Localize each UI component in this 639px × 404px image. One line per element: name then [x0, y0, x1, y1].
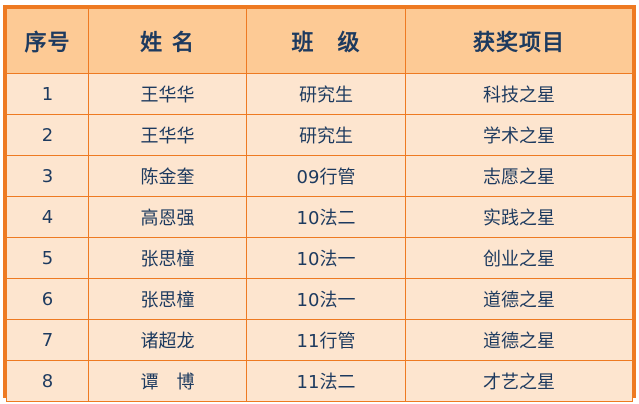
cell-award: 科技之星	[405, 73, 633, 115]
table-row: 4 高恩强 10法二 实践之星	[6, 196, 633, 238]
cell-award: 道德之星	[405, 319, 633, 361]
awards-table-container: 序号 姓 名 班 级 获奖项目 1 王华华 研究生 科技之星 2 王华华 研究生 学术之星 3 陈…	[3, 5, 636, 402]
table-row: 5 张思橦 10法一 创业之星	[6, 237, 633, 279]
cell-class: 10法一	[246, 237, 406, 279]
cell-class: 研究生	[246, 73, 406, 115]
cell-name: 诸超龙	[88, 319, 247, 361]
cell-award: 创业之星	[405, 237, 633, 279]
cell-award: 才艺之星	[405, 360, 633, 402]
cell-name: 张思橦	[88, 278, 247, 320]
table-row: 7 诸超龙 11行管 道德之星	[6, 319, 633, 361]
cell-class: 09行管	[246, 155, 406, 197]
header-class: 班 级	[246, 8, 406, 74]
header-row: 序号 姓 名 班 级 获奖项目	[6, 8, 633, 74]
cell-award: 志愿之星	[405, 155, 633, 197]
cell-name: 王华华	[88, 73, 247, 115]
cell-name: 张思橦	[88, 237, 247, 279]
header-name: 姓 名	[88, 8, 247, 74]
table-row: 1 王华华 研究生 科技之星	[6, 73, 633, 115]
table-row: 3 陈金奎 09行管 志愿之星	[6, 155, 633, 197]
cell-index: 4	[6, 196, 89, 238]
cell-class: 11行管	[246, 319, 406, 361]
header-award: 获奖项目	[405, 8, 633, 74]
awards-table: 序号 姓 名 班 级 获奖项目 1 王华华 研究生 科技之星 2 王华华 研究生 学术之星 3 陈…	[6, 8, 633, 402]
header-index: 序号	[6, 8, 89, 74]
cell-class: 11法二	[246, 360, 406, 402]
cell-index: 6	[6, 278, 89, 320]
cell-index: 5	[6, 237, 89, 279]
cell-index: 8	[6, 360, 89, 402]
table-row: 6 张思橦 10法一 道德之星	[6, 278, 633, 320]
cell-award: 学术之星	[405, 114, 633, 156]
cell-class: 10法二	[246, 196, 406, 238]
cell-name: 陈金奎	[88, 155, 247, 197]
cell-name: 谭 博	[88, 360, 247, 402]
cell-index: 3	[6, 155, 89, 197]
cell-name: 高恩强	[88, 196, 247, 238]
cell-index: 2	[6, 114, 89, 156]
table-row: 2 王华华 研究生 学术之星	[6, 114, 633, 156]
cell-award: 实践之星	[405, 196, 633, 238]
cell-class: 研究生	[246, 114, 406, 156]
cell-index: 7	[6, 319, 89, 361]
cell-index: 1	[6, 73, 89, 115]
cell-award: 道德之星	[405, 278, 633, 320]
cell-name: 王华华	[88, 114, 247, 156]
cell-class: 10法一	[246, 278, 406, 320]
